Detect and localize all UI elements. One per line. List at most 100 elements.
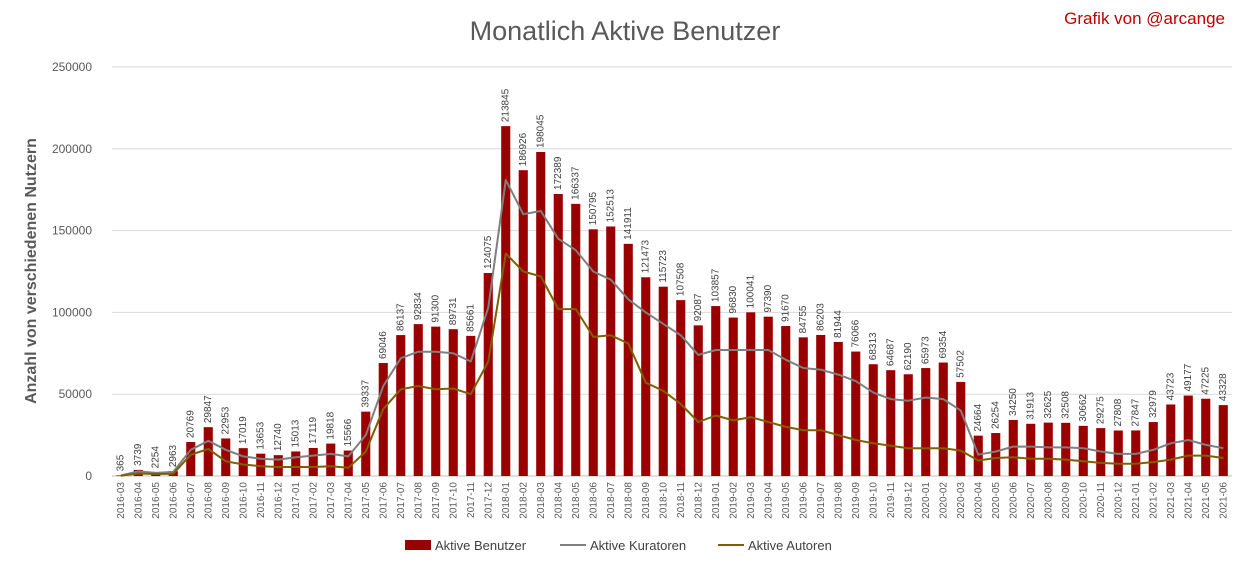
bar	[1218, 405, 1228, 476]
x-tick-label: 2019-09	[851, 482, 862, 519]
x-tick-label: 2018-01	[501, 482, 512, 519]
data-label: 65973	[921, 336, 932, 364]
bar	[501, 126, 511, 476]
x-tick-label: 2017-03	[326, 482, 337, 519]
x-tick-label: 2018-05	[571, 482, 582, 519]
data-label: 166337	[571, 166, 582, 200]
data-label: 26254	[991, 401, 1002, 429]
data-label: 24664	[973, 403, 984, 431]
x-tick-label: 2018-07	[606, 482, 617, 519]
x-tick-label: 2021-04	[1183, 482, 1194, 519]
data-label: 69046	[378, 331, 389, 359]
y-tick-label: 250000	[52, 60, 92, 74]
y-tick-label: 100000	[52, 305, 92, 319]
data-label: 29847	[203, 395, 214, 423]
data-label: 29275	[1096, 396, 1107, 424]
x-tick-label: 2016-07	[186, 482, 197, 519]
data-label: 186926	[518, 132, 529, 166]
data-label: 97390	[763, 284, 774, 312]
bar	[973, 435, 983, 476]
x-tick-labels: 2016-03 2016-04 2016-05 2016-06 2016-07 2016-…	[116, 482, 1230, 519]
bar	[396, 335, 406, 476]
x-tick-label: 2018-11	[676, 482, 687, 518]
bar	[1008, 419, 1018, 476]
x-tick-label: 2021-02	[1148, 482, 1159, 519]
x-tick-label: 2017-05	[361, 482, 372, 519]
line-series	[120, 178, 1224, 477]
data-label: 76066	[851, 319, 862, 347]
bar	[343, 450, 353, 476]
data-label: 2254	[151, 446, 162, 469]
data-label: 30662	[1078, 394, 1089, 422]
x-tick-label: 2016-11	[256, 482, 267, 518]
x-tick-label: 2017-08	[413, 482, 424, 519]
bar	[641, 277, 651, 476]
x-tick-label: 2020-04	[973, 482, 984, 519]
data-label: 12740	[273, 423, 284, 451]
bar	[308, 447, 318, 476]
x-tick-label: 2016-10	[238, 482, 249, 519]
data-label: 89731	[448, 297, 459, 325]
x-tick-label: 2017-11	[466, 482, 477, 518]
data-label: 198045	[536, 114, 547, 148]
data-label: 172389	[553, 156, 564, 190]
data-label: 91300	[431, 294, 442, 322]
bar	[256, 453, 266, 476]
x-tick-label: 2018-08	[623, 482, 634, 519]
x-tick-label: 2021-01	[1131, 482, 1142, 519]
x-tick-label: 2018-09	[641, 482, 652, 519]
data-label: 92087	[693, 293, 704, 321]
bar	[833, 341, 843, 476]
bar	[868, 364, 878, 476]
bar	[273, 455, 283, 476]
data-label: 62190	[903, 342, 914, 370]
bar	[851, 351, 861, 476]
x-tick-label: 2021-06	[1218, 482, 1229, 519]
bar	[1061, 422, 1071, 476]
bar	[658, 286, 668, 476]
data-label: 86203	[816, 303, 827, 331]
series-line	[120, 178, 1224, 477]
bar	[693, 325, 703, 476]
bar	[1043, 422, 1053, 476]
y-tick-label: 150000	[52, 224, 92, 238]
x-tick-label: 2020-03	[956, 482, 967, 519]
x-tick-label: 2019-02	[728, 482, 739, 519]
x-tick-label: 2017-09	[431, 482, 442, 519]
x-tick-label: 2016-09	[221, 482, 232, 519]
bar	[728, 317, 738, 476]
bar	[431, 326, 441, 476]
bar	[711, 306, 721, 476]
bar	[956, 381, 966, 476]
x-tick-label: 2021-03	[1166, 482, 1177, 519]
legend: Aktive Benutzer Aktive Kuratoren Aktive Au…	[405, 538, 832, 553]
x-tick-label: 2019-07	[816, 482, 827, 519]
data-label: 86137	[396, 303, 407, 331]
data-label: 69354	[938, 330, 949, 358]
x-tick-label: 2016-05	[151, 482, 162, 519]
data-label: 141911	[623, 207, 634, 240]
data-label: 121473	[641, 239, 652, 273]
x-tick-label: 2017-01	[291, 482, 302, 519]
bar	[623, 243, 633, 476]
x-tick-label: 2019-08	[833, 482, 844, 519]
x-tick-label: 2016-12	[273, 482, 284, 519]
legend-label: Aktive Autoren	[748, 538, 832, 553]
data-label: 22953	[221, 406, 232, 434]
bar	[553, 193, 563, 476]
x-tick-label: 2018-06	[588, 482, 599, 519]
bar	[291, 451, 301, 476]
data-label: 213845	[501, 88, 512, 122]
bar	[413, 324, 423, 476]
series-line	[120, 252, 1224, 477]
legend-label: Aktive Benutzer	[435, 538, 527, 553]
bar	[221, 438, 231, 476]
x-tick-label: 2020-10	[1078, 482, 1089, 519]
bar	[1078, 425, 1088, 476]
x-tick-label: 2019-03	[746, 482, 757, 519]
x-tick-label: 2020-11	[1096, 482, 1107, 518]
bar	[1026, 423, 1036, 476]
x-tick-label: 2018-04	[553, 482, 564, 519]
x-tick-label: 2016-04	[133, 482, 144, 519]
x-tick-label: 2019-11	[886, 482, 897, 518]
